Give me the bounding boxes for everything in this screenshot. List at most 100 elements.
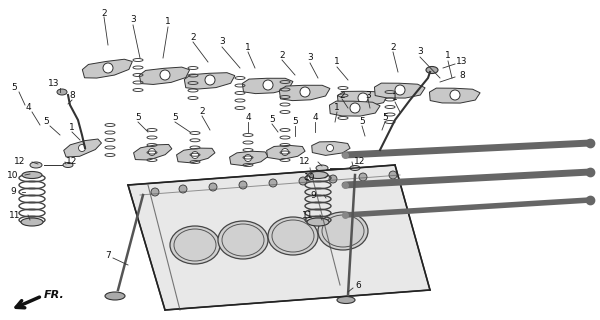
Circle shape — [326, 145, 334, 151]
Ellipse shape — [426, 67, 438, 74]
Circle shape — [395, 85, 405, 95]
Ellipse shape — [268, 217, 318, 255]
Text: 11: 11 — [9, 211, 21, 220]
Text: 7: 7 — [105, 251, 111, 260]
Circle shape — [263, 80, 273, 90]
Text: 5: 5 — [135, 114, 141, 123]
Polygon shape — [430, 88, 480, 103]
Text: 3: 3 — [307, 53, 313, 62]
Polygon shape — [139, 67, 190, 84]
Polygon shape — [329, 101, 380, 116]
Text: 1: 1 — [165, 18, 171, 27]
Ellipse shape — [21, 218, 43, 226]
Text: 13: 13 — [48, 79, 60, 89]
Text: 10: 10 — [7, 171, 19, 180]
Ellipse shape — [318, 212, 368, 250]
Circle shape — [209, 183, 217, 191]
Circle shape — [151, 188, 159, 196]
Circle shape — [179, 185, 187, 193]
Circle shape — [281, 148, 289, 156]
Text: 5: 5 — [382, 114, 388, 123]
Text: 11: 11 — [302, 211, 314, 220]
Text: 9: 9 — [10, 188, 16, 196]
Polygon shape — [266, 145, 305, 160]
Polygon shape — [280, 85, 330, 100]
Polygon shape — [82, 59, 133, 78]
Text: 3: 3 — [417, 47, 423, 57]
Text: 5: 5 — [172, 114, 178, 123]
Polygon shape — [312, 141, 350, 156]
Text: 2: 2 — [390, 44, 396, 52]
Text: 1: 1 — [392, 93, 398, 102]
Polygon shape — [242, 78, 293, 94]
Ellipse shape — [218, 221, 268, 259]
Ellipse shape — [63, 163, 73, 167]
Text: 4: 4 — [25, 103, 31, 113]
Text: 3: 3 — [130, 15, 136, 25]
Polygon shape — [184, 73, 235, 89]
Circle shape — [269, 179, 277, 187]
Text: 3: 3 — [219, 37, 225, 46]
Text: 8: 8 — [459, 70, 465, 79]
Text: 1: 1 — [334, 103, 340, 113]
Text: 4: 4 — [245, 114, 251, 123]
Text: 1: 1 — [245, 44, 251, 52]
Text: 2: 2 — [339, 91, 345, 100]
Polygon shape — [374, 83, 425, 98]
Text: 5: 5 — [292, 117, 298, 126]
Circle shape — [103, 63, 113, 73]
Circle shape — [191, 151, 199, 158]
Polygon shape — [337, 91, 388, 106]
Ellipse shape — [170, 226, 220, 264]
Polygon shape — [64, 139, 101, 157]
Circle shape — [350, 103, 360, 113]
Text: 12: 12 — [299, 157, 311, 166]
Text: 12: 12 — [67, 157, 77, 166]
Polygon shape — [128, 165, 430, 310]
Circle shape — [160, 70, 170, 80]
Text: 2: 2 — [199, 108, 205, 116]
Circle shape — [239, 181, 247, 189]
Ellipse shape — [308, 172, 328, 179]
Text: 5: 5 — [11, 84, 17, 92]
Circle shape — [389, 171, 397, 179]
Circle shape — [205, 75, 215, 85]
Text: 1: 1 — [445, 52, 451, 60]
Ellipse shape — [57, 89, 67, 95]
Circle shape — [245, 155, 251, 162]
Circle shape — [359, 173, 367, 181]
Text: 2: 2 — [101, 9, 107, 18]
Ellipse shape — [350, 165, 360, 171]
Text: 10: 10 — [304, 173, 316, 182]
Text: 2: 2 — [190, 34, 196, 43]
Polygon shape — [176, 148, 215, 163]
Text: 2: 2 — [279, 51, 285, 60]
Text: 5: 5 — [43, 117, 49, 126]
Text: FR.: FR. — [44, 290, 65, 300]
Ellipse shape — [105, 292, 125, 300]
Circle shape — [299, 177, 307, 185]
Text: 5: 5 — [269, 116, 275, 124]
Text: 8: 8 — [69, 92, 75, 100]
Ellipse shape — [22, 172, 42, 179]
Text: 6: 6 — [355, 281, 361, 290]
Ellipse shape — [337, 297, 355, 303]
Circle shape — [329, 175, 337, 183]
Text: 1: 1 — [334, 58, 340, 67]
Text: 13: 13 — [456, 58, 468, 67]
Ellipse shape — [30, 162, 42, 168]
Polygon shape — [230, 151, 268, 166]
Text: 3: 3 — [365, 91, 371, 100]
Circle shape — [79, 145, 86, 151]
Text: 12: 12 — [14, 157, 26, 166]
Ellipse shape — [307, 218, 329, 226]
Circle shape — [300, 87, 310, 97]
Text: 9: 9 — [310, 190, 316, 199]
Circle shape — [149, 148, 155, 156]
Circle shape — [450, 90, 460, 100]
Text: 12: 12 — [355, 157, 365, 166]
Ellipse shape — [316, 165, 328, 171]
Text: 5: 5 — [359, 117, 365, 126]
Circle shape — [358, 93, 368, 103]
Text: 1: 1 — [69, 124, 75, 132]
